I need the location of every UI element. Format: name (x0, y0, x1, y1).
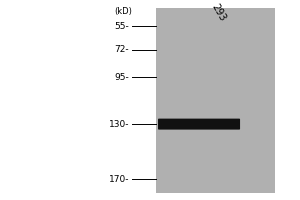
Text: 130-: 130- (109, 120, 129, 129)
FancyBboxPatch shape (158, 119, 240, 130)
Bar (156, 8, 275, 193)
Text: 293: 293 (209, 2, 227, 23)
Text: 72-: 72- (115, 45, 129, 54)
Text: 95-: 95- (114, 73, 129, 82)
Text: 170-: 170- (109, 175, 129, 184)
Text: (kD): (kD) (114, 7, 132, 16)
Text: 55-: 55- (114, 22, 129, 31)
